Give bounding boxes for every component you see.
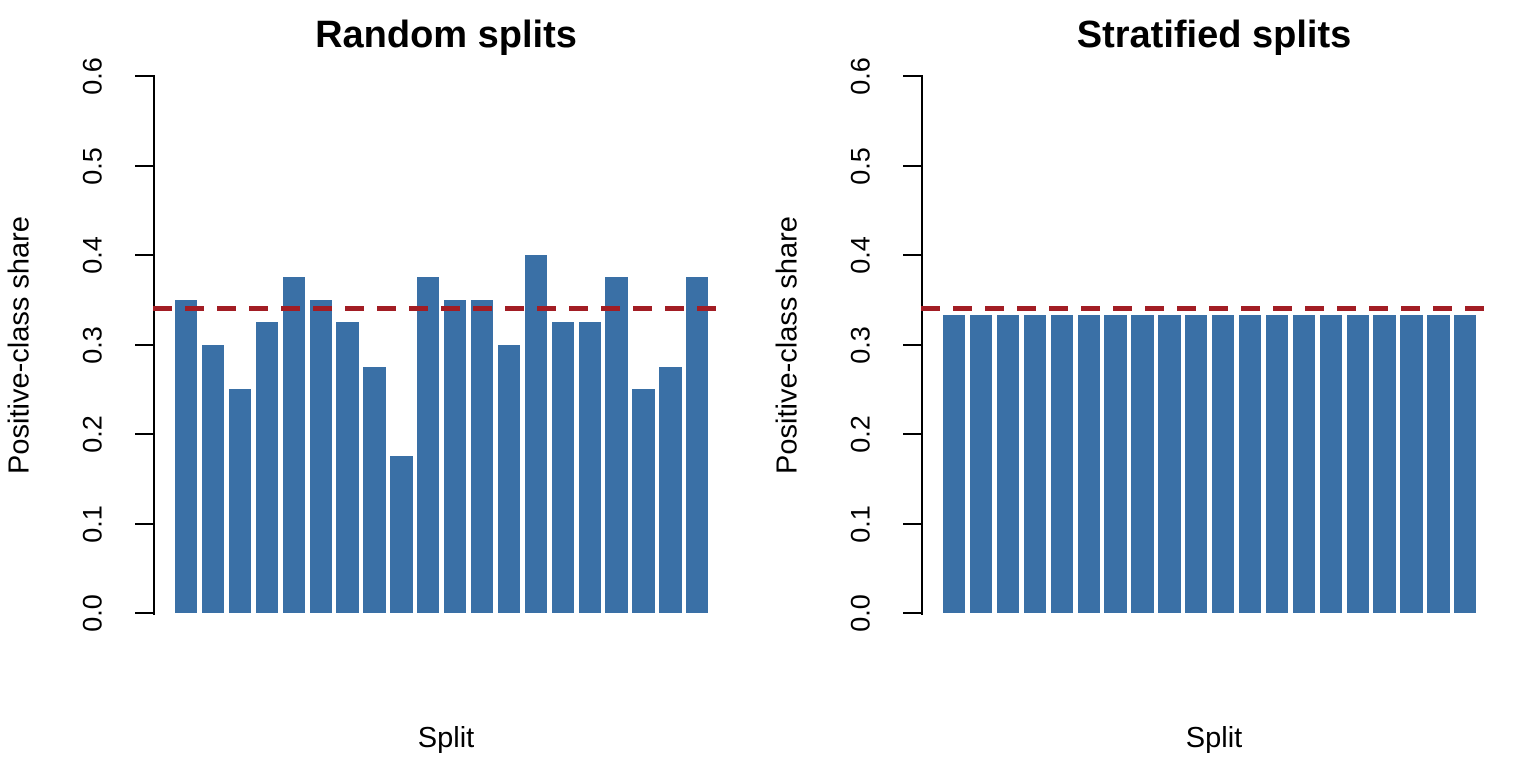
bar xyxy=(996,314,1020,613)
panel-title: Random splits xyxy=(315,14,577,56)
bar xyxy=(336,322,359,613)
y-tick-label: 0.4 xyxy=(845,236,876,274)
bar xyxy=(201,344,225,613)
bar xyxy=(1077,314,1100,613)
y-tick-label: 0.1 xyxy=(845,504,876,543)
bar xyxy=(1346,314,1369,613)
y-tick-label: 0.3 xyxy=(845,325,876,364)
bar xyxy=(255,322,279,613)
y-tick xyxy=(135,433,153,435)
y-axis-line xyxy=(153,75,155,615)
x-axis-label: Split xyxy=(1185,722,1243,754)
x-axis-label: Split xyxy=(417,722,475,754)
bar xyxy=(1158,314,1181,613)
bar xyxy=(1131,314,1154,613)
panel-title: Stratified splits xyxy=(1076,14,1352,56)
y-tick-label: 0.3 xyxy=(77,325,108,364)
y-axis-label: Positive-class share xyxy=(3,216,36,474)
bar xyxy=(1104,314,1127,613)
y-tick xyxy=(903,522,921,525)
bar xyxy=(578,322,601,613)
bar xyxy=(309,299,332,613)
bar xyxy=(497,344,521,613)
y-tick xyxy=(135,75,153,77)
bar xyxy=(1212,314,1235,613)
y-tick-label: 0.1 xyxy=(77,504,108,543)
bar xyxy=(1050,314,1073,613)
bar xyxy=(228,389,252,613)
bar xyxy=(175,299,198,613)
bar xyxy=(1454,314,1477,613)
bar xyxy=(1238,314,1262,613)
bar xyxy=(1427,314,1450,613)
bar xyxy=(686,277,709,613)
bar xyxy=(282,277,305,613)
y-tick xyxy=(903,164,921,167)
y-axis-line xyxy=(921,75,923,615)
y-tick-label: 0.0 xyxy=(77,594,108,632)
panel-stratified-splits: Stratified splits Positive-class share 0… xyxy=(768,0,1536,768)
bar xyxy=(551,322,574,613)
bar xyxy=(1023,314,1047,613)
bar xyxy=(1319,314,1342,613)
bar xyxy=(444,299,467,613)
y-tick xyxy=(903,75,921,77)
bar xyxy=(1265,314,1289,613)
y-tick-label: 0.4 xyxy=(77,236,108,274)
y-axis-label: Positive-class share xyxy=(771,216,804,474)
y-tick-label: 0.5 xyxy=(77,146,108,185)
bar xyxy=(1185,314,1208,613)
y-tick xyxy=(903,612,921,614)
y-tick xyxy=(135,522,153,525)
y-tick xyxy=(903,254,921,256)
y-tick xyxy=(903,343,921,346)
y-tick-label: 0.5 xyxy=(845,146,876,185)
bar xyxy=(363,366,386,613)
bar xyxy=(1373,314,1396,613)
y-tick xyxy=(135,254,153,256)
y-tick-label: 0.2 xyxy=(845,415,876,453)
y-tick xyxy=(135,164,153,167)
bar xyxy=(524,255,548,613)
y-tick xyxy=(903,433,921,435)
bar xyxy=(1292,314,1316,613)
panel-random-splits: Random splits Positive-class share 0.0 0.… xyxy=(3,14,718,754)
bar xyxy=(943,314,966,613)
y-tick xyxy=(135,612,153,614)
bar xyxy=(659,366,682,613)
y-tick xyxy=(135,343,153,346)
bar xyxy=(605,277,628,613)
y-tick-label: 0.6 xyxy=(845,57,876,95)
reference-line xyxy=(153,306,718,312)
bar xyxy=(1400,314,1423,613)
bar xyxy=(417,277,440,613)
bar xyxy=(470,299,494,613)
y-tick-label: 0.2 xyxy=(77,415,108,453)
y-tick-label: 0.6 xyxy=(77,57,108,95)
bar xyxy=(969,314,993,613)
bar xyxy=(632,389,655,613)
reference-line xyxy=(921,306,1486,312)
y-tick-label: 0.0 xyxy=(845,594,876,632)
bar xyxy=(390,456,413,613)
